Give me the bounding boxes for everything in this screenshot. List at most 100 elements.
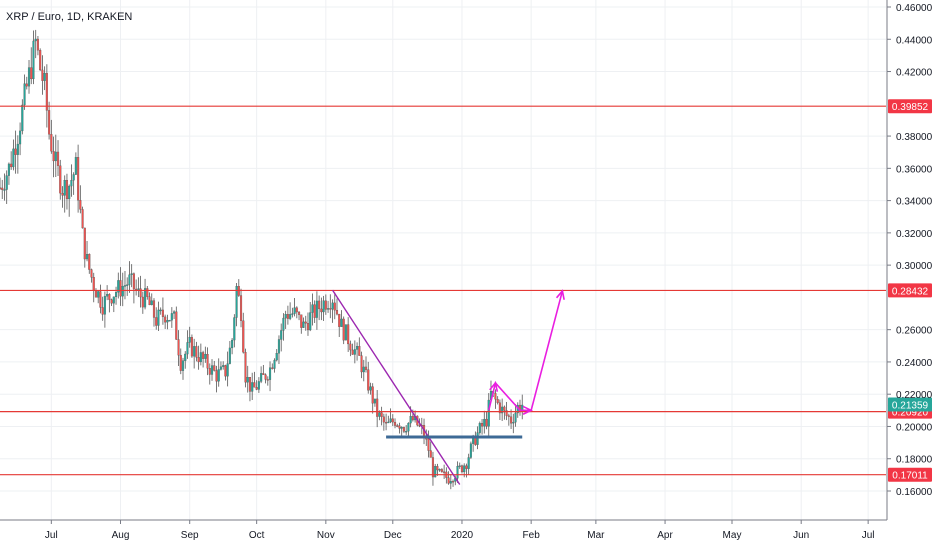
candle-body [188, 337, 191, 343]
candle-body [324, 300, 327, 310]
candle-body [56, 151, 60, 166]
candle-body [128, 274, 131, 285]
candle-body [3, 189, 6, 191]
candle-body [144, 288, 147, 308]
y-tick-label: 0.32000 [896, 229, 932, 240]
candle-body [478, 423, 481, 433]
candle-body [77, 157, 80, 201]
x-tick-label: May [723, 530, 742, 541]
candle-body [309, 312, 312, 331]
candle-body [273, 359, 276, 369]
candle-body [369, 386, 372, 391]
price-levels: 0.39852 0.28432 0.20920 0.17011 0.21359 [0, 99, 932, 482]
x-tick-label: Mar [587, 530, 605, 541]
candle-body [141, 296, 144, 308]
candle-body [329, 308, 332, 310]
candle-body [208, 368, 211, 375]
candle-body [427, 438, 430, 451]
projection-arrow-up-small [489, 381, 499, 392]
candle-body [331, 302, 334, 310]
candle-body [496, 399, 499, 403]
candle-body [41, 69, 44, 81]
candle-body [501, 406, 504, 414]
candle-body [164, 316, 167, 323]
candle-body [52, 151, 55, 162]
candle-body [36, 38, 39, 51]
candle-body [338, 313, 341, 327]
candle-body [320, 308, 323, 313]
candle-body [311, 304, 314, 313]
candle-body [465, 465, 468, 469]
y-tick-label: 0.30000 [896, 261, 932, 272]
candle-body [101, 307, 104, 315]
candle-body [358, 346, 361, 356]
candle-body [378, 412, 381, 417]
candle-body [190, 337, 193, 357]
candle-body [382, 416, 385, 423]
candle-body [351, 349, 354, 355]
candle-body [161, 309, 164, 318]
candle-body [507, 415, 510, 417]
candle-body [431, 457, 435, 478]
x-tick-label: Aug [112, 530, 130, 541]
candle-body [302, 321, 305, 328]
grid [0, 0, 886, 520]
x-tick-label: Nov [317, 530, 335, 541]
candle-body [443, 471, 446, 473]
candle-body [295, 307, 298, 313]
y-tick-label: 0.24000 [896, 358, 932, 369]
candle-body [467, 457, 470, 469]
candle-body [289, 314, 292, 319]
candle-body [54, 151, 57, 162]
candle-body [159, 309, 162, 312]
candle-body [275, 353, 278, 361]
candle-body [371, 386, 374, 404]
price-level-label: 0.20920 [892, 408, 929, 419]
candle-body [224, 365, 227, 377]
candle-body [70, 180, 73, 187]
candle-body [356, 346, 359, 350]
candle-body [264, 374, 267, 380]
candle-body [48, 110, 51, 135]
candle-body [487, 399, 490, 427]
price-level-tag [888, 467, 932, 482]
candle-body [103, 296, 106, 315]
candle-body [16, 143, 19, 155]
candle-body [360, 355, 363, 373]
candle-body [458, 465, 461, 467]
candle-body [306, 323, 310, 331]
candle-body [255, 387, 258, 390]
candle-body [483, 418, 486, 427]
candle-body [1, 187, 4, 190]
candle-body [32, 40, 35, 80]
candle-body [315, 300, 318, 318]
candle-body [215, 370, 218, 382]
candle-body [440, 469, 443, 472]
candle-body [88, 254, 91, 270]
x-tick-label: Oct [249, 530, 265, 541]
candle-body [27, 67, 31, 87]
candle-body [411, 416, 414, 421]
candle-body [313, 304, 316, 318]
candle-body [387, 421, 390, 424]
candle-body [219, 366, 222, 370]
price-level-label: 0.17011 [892, 471, 928, 482]
candle-body [436, 466, 439, 471]
candle-body [385, 422, 388, 424]
candle-body [244, 352, 247, 383]
candle-body [130, 273, 133, 275]
candle-body [304, 321, 307, 324]
candle-body [277, 339, 281, 354]
candle-body [407, 422, 410, 432]
candle-body [512, 421, 515, 424]
y-tick-label: 0.46000 [896, 3, 932, 14]
candle-body [63, 180, 66, 196]
candle-body [333, 302, 336, 311]
candle-body [195, 346, 198, 358]
candle-body [353, 349, 356, 355]
candle-body [117, 280, 120, 293]
candle-body [7, 163, 10, 176]
candle-body [447, 477, 450, 484]
candle-body [396, 425, 399, 427]
candle-body [449, 481, 452, 484]
